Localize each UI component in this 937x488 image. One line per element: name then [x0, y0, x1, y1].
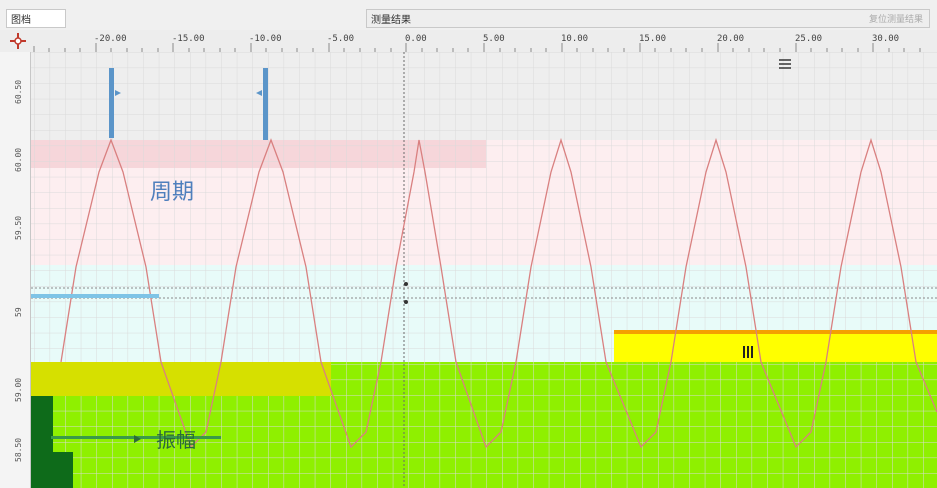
tab-graph-label: 图档: [11, 15, 31, 26]
arrow-right-icon: [115, 90, 121, 96]
vruler-tick: 59.00: [14, 377, 23, 402]
green-strip-blotch: [31, 362, 331, 396]
period-annotation: 周期: [150, 180, 195, 205]
bar-icon: [743, 346, 753, 358]
plot-grid: [31, 52, 937, 488]
amplitude-ruler[interactable]: 60.50 60.00 59.50 59 59.00 58.50: [0, 52, 31, 488]
cursor-point: [404, 282, 408, 286]
ruler-tick: -15.00: [172, 34, 205, 44]
tab-bar: 图档 测量结果 复位测量结果: [0, 0, 937, 31]
vruler-tick: 58.50: [14, 437, 23, 462]
tab-measurement-label: 测量结果: [371, 15, 411, 26]
arrow-left-icon: [256, 90, 262, 96]
vruler-tick: 60.00: [14, 147, 23, 172]
tab-graph[interactable]: 图档: [6, 9, 66, 28]
ruler-tick: 25.00: [795, 34, 823, 44]
tab-measurement-results[interactable]: 测量结果 复位测量结果: [366, 9, 930, 28]
reset-measurements-button[interactable]: 复位测量结果: [868, 15, 923, 25]
vruler-tick: 59: [14, 307, 23, 317]
amplitude-annotation: 振幅: [156, 428, 196, 452]
ruler-tick: -10.00: [249, 34, 282, 44]
vruler-tick: 59.50: [14, 215, 23, 240]
yellow-highlight-edge: [614, 330, 937, 334]
ruler-tick: 15.00: [639, 34, 667, 44]
ruler-tick: 5.00: [483, 34, 505, 44]
waveform-plot[interactable]: [31, 52, 937, 488]
yellow-highlight: [614, 330, 937, 362]
ruler-minor-ticks: [33, 43, 921, 52]
period-cursor-end[interactable]: [263, 68, 268, 140]
amplitude-cursor[interactable]: [31, 294, 159, 298]
dark-green-marker: [47, 452, 73, 488]
arrow-right-icon: [134, 435, 141, 443]
waveform-trace: [60, 137, 937, 449]
ruler-tick: 0.00: [405, 34, 427, 44]
ruler-tick: -20.00: [94, 34, 127, 44]
vruler-tick: 60.50: [14, 79, 23, 104]
ruler-tick: 20.00: [717, 34, 745, 44]
hamburger-icon[interactable]: [779, 59, 791, 69]
cursor-point: [404, 300, 408, 304]
ruler-tick: -5.00: [327, 34, 355, 44]
ruler-tick: 30.00: [872, 34, 900, 44]
period-cursor-start[interactable]: [109, 68, 114, 138]
crosshair-icon[interactable]: [6, 30, 30, 52]
time-ruler[interactable]: -20.00 -15.00 -10.00 -5.00 0.00 5.00 10.…: [0, 30, 937, 53]
ruler-tick: 10.00: [561, 34, 589, 44]
